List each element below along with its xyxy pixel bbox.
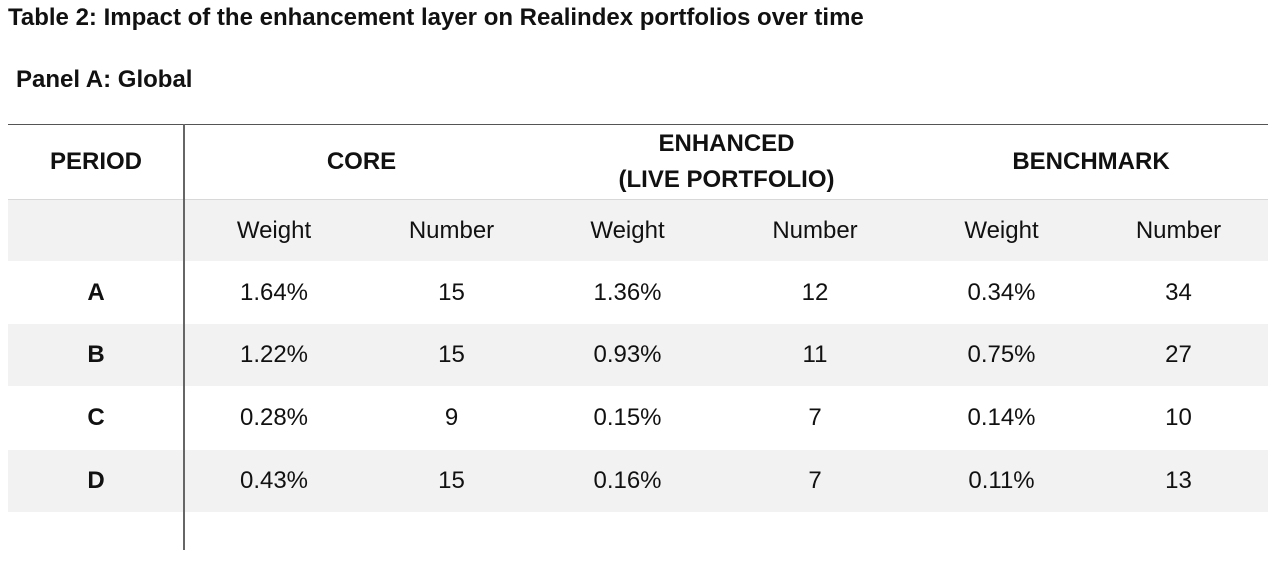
core-number-cell: 15 bbox=[438, 467, 465, 494]
enhanced-number-cell: 7 bbox=[808, 404, 822, 431]
table-row: A 1.64% 15 1.36% 12 0.34% 34 bbox=[8, 262, 1268, 324]
period-column-divider bbox=[183, 124, 185, 550]
enhanced-number-cell: 12 bbox=[801, 279, 829, 306]
header-enhanced-line1: ENHANCED bbox=[658, 130, 795, 157]
core-weight-cell: 0.43% bbox=[239, 467, 309, 494]
enhanced-number-cell: 7 bbox=[808, 467, 822, 494]
core-weight-cell: 1.64% bbox=[239, 279, 309, 306]
subheader-core-weight: Weight bbox=[236, 216, 312, 244]
table-subheader-row: Weight Number Weight Number Weight Numbe… bbox=[8, 200, 1268, 261]
enhanced-weight-cell: 0.93% bbox=[593, 341, 662, 368]
enhanced-weight-cell: 0.15% bbox=[593, 404, 662, 431]
enhanced-weight-cell: 1.36% bbox=[593, 279, 662, 306]
subheader-benchmark-number: Number bbox=[1135, 216, 1222, 244]
benchmark-number-cell: 34 bbox=[1165, 279, 1192, 306]
top-rule bbox=[8, 124, 1268, 125]
period-cell: C bbox=[87, 404, 105, 431]
enhanced-weight-cell: 0.16% bbox=[593, 467, 662, 494]
benchmark-number-cell: 10 bbox=[1165, 404, 1192, 431]
subheader-benchmark-weight: Weight bbox=[964, 216, 1039, 244]
table-header-row: PERIOD CORE ENHANCED (LIVE PORTFOLIO) BE… bbox=[8, 125, 1268, 200]
benchmark-weight-cell: 0.34% bbox=[967, 279, 1036, 306]
benchmark-weight-cell: 0.75% bbox=[967, 341, 1036, 368]
header-enhanced: ENHANCED (LIVE PORTFOLIO) bbox=[539, 126, 914, 198]
subheader-enhanced-weight: Weight bbox=[590, 216, 665, 244]
header-benchmark: BENCHMARK bbox=[1012, 148, 1170, 175]
benchmark-weight-cell: 0.11% bbox=[968, 467, 1035, 494]
header-enhanced-line2: (LIVE PORTFOLIO) bbox=[618, 166, 835, 193]
subheader-enhanced-number: Number bbox=[772, 216, 858, 244]
period-cell: B bbox=[87, 341, 105, 368]
header-period: PERIOD bbox=[49, 148, 142, 175]
table-title: Table 2: Impact of the enhancement layer… bbox=[8, 4, 864, 31]
period-cell: A bbox=[87, 279, 105, 306]
benchmark-number-cell: 27 bbox=[1165, 341, 1192, 368]
benchmark-number-cell: 13 bbox=[1165, 467, 1192, 494]
core-number-cell: 15 bbox=[438, 279, 465, 306]
period-cell: D bbox=[87, 467, 105, 494]
table-row: C 0.28% 9 0.15% 7 0.14% 10 bbox=[8, 387, 1268, 449]
panel-title: Panel A: Global bbox=[16, 66, 193, 93]
subheader-core-number: Number bbox=[408, 216, 495, 244]
table-row: D 0.43% 15 0.16% 7 0.11% 13 bbox=[8, 450, 1268, 512]
core-number-cell: 9 bbox=[444, 404, 459, 431]
table-row: B 1.22% 15 0.93% 11 0.75% 27 bbox=[8, 324, 1268, 386]
core-weight-cell: 0.28% bbox=[239, 404, 309, 431]
enhanced-number-cell: 11 bbox=[802, 341, 828, 368]
core-number-cell: 15 bbox=[438, 341, 465, 368]
core-weight-cell: 1.22% bbox=[239, 341, 309, 368]
benchmark-weight-cell: 0.14% bbox=[967, 404, 1036, 431]
header-core: CORE bbox=[326, 148, 397, 175]
